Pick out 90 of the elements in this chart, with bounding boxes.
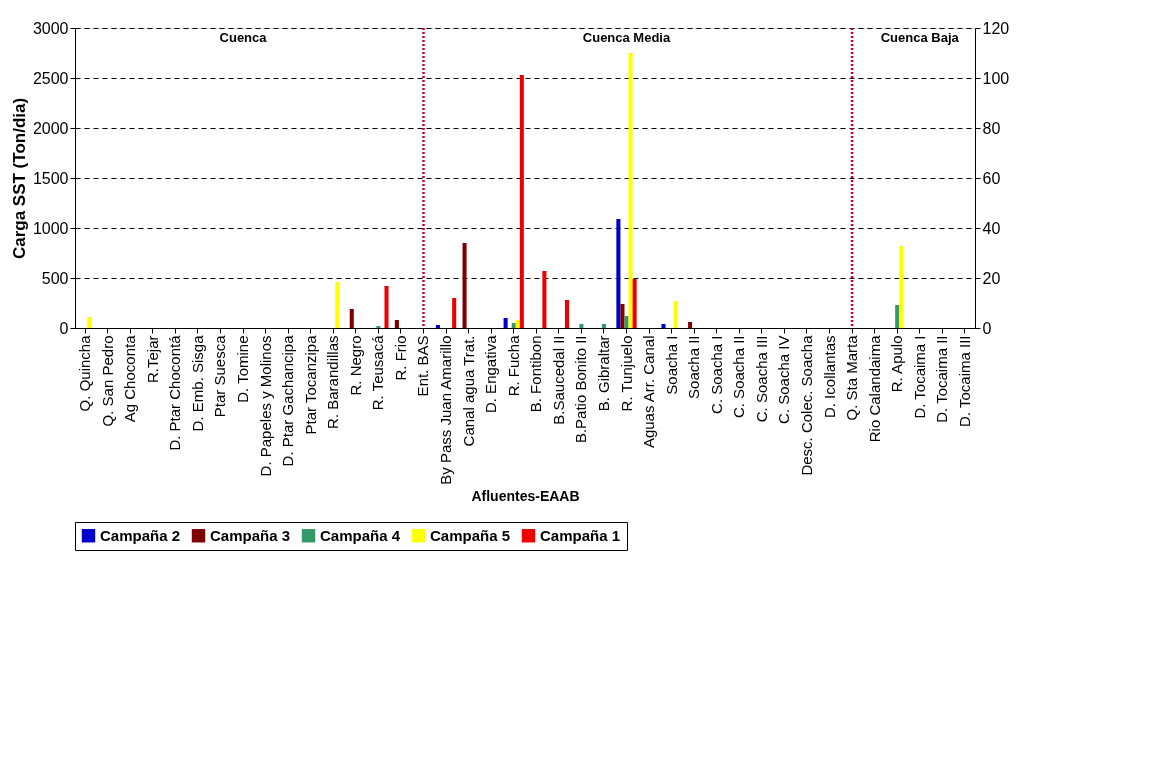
x-tick-label: C. Soacha IV <box>775 335 793 424</box>
bar <box>895 305 900 328</box>
y-tick-label: 2500 <box>32 69 69 87</box>
bar <box>601 324 606 328</box>
x-tick-label: Q. Quincha <box>76 334 94 412</box>
x-tick-label: D. Tocaima I <box>910 335 928 419</box>
x-tick-label: Ptar Tocanzipa <box>301 334 319 435</box>
x-tick-label: B. Gibraltar <box>594 335 612 412</box>
x-tick-label: R. Apulo <box>888 335 906 393</box>
bar <box>335 282 340 328</box>
x-tick-label: B. Fontibon <box>527 335 545 413</box>
x-tick-label: Desc. Colec. Soacha <box>797 334 815 476</box>
x-tick-label: Soacha I <box>662 335 680 395</box>
x-tick-label: B.Patio Bonito II <box>572 335 590 444</box>
bar <box>503 318 508 328</box>
legend-label: Campaña 3 <box>210 526 291 544</box>
x-tick-label: Ent. BAS <box>414 335 432 397</box>
x-tick-label: Ptar Suesca <box>211 334 229 418</box>
bar <box>452 298 457 328</box>
y2-tick-label: 20 <box>982 269 1001 287</box>
x-tick-label: D. Tocaima III <box>955 335 973 427</box>
bar <box>624 316 629 328</box>
bar <box>899 246 904 328</box>
bar <box>87 317 92 328</box>
y2-tick-label: 100 <box>982 69 1010 87</box>
y-tick-label: 3000 <box>32 19 69 37</box>
bar <box>616 219 621 328</box>
y-tick-label: 1000 <box>32 219 69 237</box>
x-tick-label: D. Engativa <box>482 334 500 414</box>
bar <box>620 304 625 328</box>
y-tick-label: 2000 <box>32 119 69 137</box>
bar <box>579 324 584 328</box>
x-tick-label: Soacha II <box>685 335 703 399</box>
x-tick-label: R. Barandillas <box>324 335 342 429</box>
annotation: Cuenca Baja <box>880 30 960 45</box>
y2-tick-label: 60 <box>982 169 1001 187</box>
x-tick-label: Aguas Arr. Canal <box>640 335 658 449</box>
annotation: Cuenca <box>219 30 268 45</box>
x-tick-label: C. Soacha I <box>707 335 725 414</box>
x-tick-label: R.Tejar <box>143 335 161 384</box>
bar <box>349 309 354 328</box>
x-axis-title: Afluentes-EAAB <box>471 487 580 504</box>
bar <box>564 300 569 328</box>
x-tick-label: D. Icollantas <box>820 335 838 419</box>
x-tick-label: D. Ptar Gachancipa <box>279 334 297 467</box>
bar <box>688 322 693 328</box>
bar <box>628 53 633 328</box>
x-tick-label: C. Soacha III <box>752 335 770 423</box>
x-tick-label: C. Soacha II <box>730 335 748 419</box>
y-axis-title: Carga SST (Ton/dia) <box>9 97 29 260</box>
x-tick-label: D. Tocaima II <box>933 335 951 423</box>
x-tick-label: R. Frio <box>391 335 409 381</box>
x-tick-label: B.Saucedal II <box>549 335 567 425</box>
x-tick-label: Q. Sta Marta <box>843 334 861 421</box>
y2-tick-label: 80 <box>982 119 1001 137</box>
bar <box>542 271 547 328</box>
y-tick-label: 0 <box>59 319 69 337</box>
bar <box>632 279 637 328</box>
y-tick-label: 1500 <box>32 169 69 187</box>
x-tick-label: Ag Choconta <box>121 334 139 423</box>
x-tick-label: D. Papeles y Molinos <box>256 335 274 477</box>
y-tick-label: 500 <box>41 269 69 287</box>
annotation: Cuenca Media <box>582 30 671 45</box>
x-tick-label: R. Negro <box>346 335 364 396</box>
x-tick-label: D. Emb. Sisga <box>188 334 206 432</box>
x-tick-label: R. Teusacá <box>369 334 387 411</box>
y2-tick-label: 0 <box>982 319 992 337</box>
x-tick-label: D. Tomine <box>234 335 252 403</box>
bar <box>435 325 440 328</box>
x-tick-label: Rio Calandaima <box>865 334 883 443</box>
x-tick-label: R. Tunjuelo <box>617 335 635 412</box>
y2-tick-label: 40 <box>982 219 1001 237</box>
legend-label: Campaña 4 <box>320 526 401 544</box>
bar <box>673 301 678 328</box>
legend-label: Campaña 5 <box>430 526 511 544</box>
x-tick-label: Canal agua Trat. <box>459 335 477 447</box>
bar <box>384 286 389 328</box>
bar <box>462 243 467 328</box>
x-tick-label: D. Ptar Chocontá <box>166 334 184 451</box>
x-tick-label: By Pass Juan Amarillo <box>437 335 455 485</box>
bar <box>394 320 399 328</box>
legend-label: Campaña 1 <box>540 526 621 544</box>
y2-tick-label: 120 <box>982 19 1010 37</box>
x-tick-label: R. Fucha <box>504 334 522 397</box>
bar <box>515 320 520 328</box>
bar <box>519 75 524 328</box>
bar <box>661 324 666 328</box>
x-tick-label: Q. San Pedro <box>98 335 116 427</box>
legend-label: Campaña 2 <box>100 526 181 544</box>
bar <box>511 323 516 328</box>
